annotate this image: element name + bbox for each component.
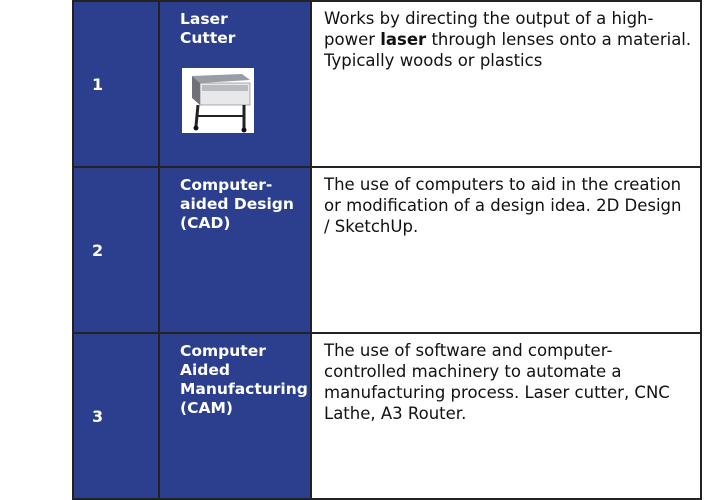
- row-number: 1: [72, 0, 160, 168]
- definition-table: 1 Laser Cutter Works by directing the ou…: [72, 0, 702, 500]
- term: Computer-aided Design (CAD): [158, 166, 312, 334]
- row-number: 3: [72, 332, 160, 500]
- row: 1 Laser Cutter Works by directing the ou…: [72, 0, 702, 168]
- definition: The use of software and computer-control…: [310, 332, 702, 500]
- row: 2 Computer-aided Design (CAD) The use of…: [72, 166, 702, 334]
- definition: Works by directing the output of a high-…: [310, 0, 702, 168]
- term: Computer Aided Manufacturing (CAM): [158, 332, 312, 500]
- definition-bold: laser: [380, 30, 427, 49]
- row: 3 Computer Aided Manufacturing (CAM) The…: [72, 332, 702, 500]
- term-cell: Laser Cutter: [158, 0, 312, 168]
- laser-cutter-image: [182, 68, 254, 133]
- definition-text: Works by directing the output of a high-…: [324, 9, 654, 49]
- definition-text: through lenses onto a material. Typicall…: [324, 30, 692, 70]
- term: Laser Cutter: [180, 10, 236, 47]
- definition: The use of computers to aid in the creat…: [310, 166, 702, 334]
- row-number: 2: [72, 166, 160, 334]
